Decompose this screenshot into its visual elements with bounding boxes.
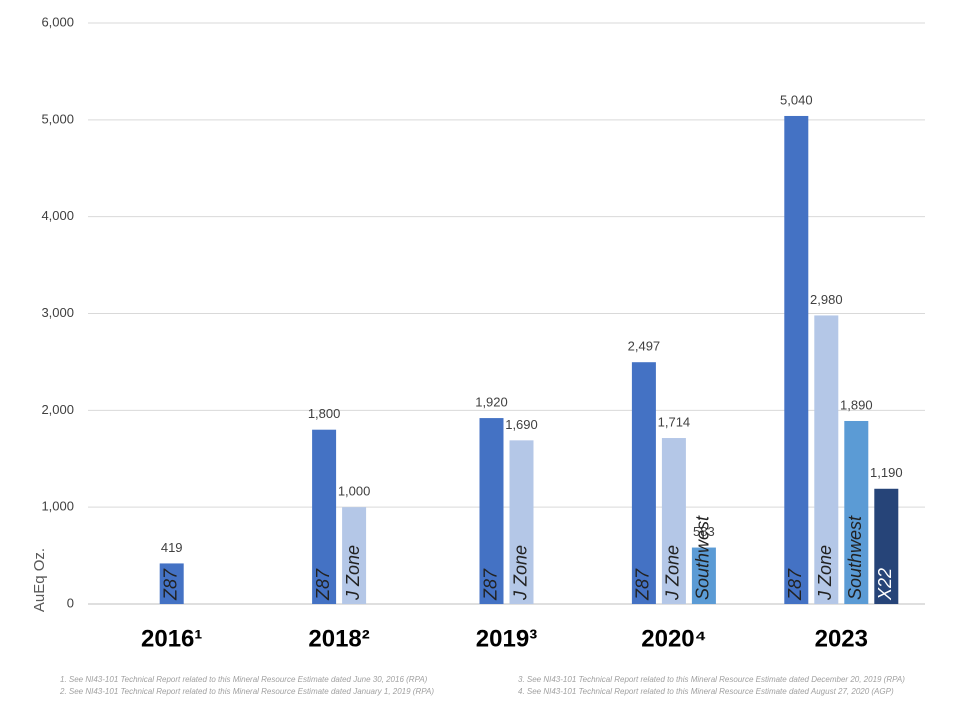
- value-label: 5,040: [780, 92, 813, 107]
- bar: [342, 507, 367, 604]
- y-axis-label: AuEq Oz.: [31, 548, 48, 612]
- footnote: 2. See NI43-101 Technical Report related…: [59, 687, 434, 696]
- bar: [312, 429, 337, 604]
- value-label: 419: [161, 540, 183, 555]
- value-label: 1,000: [338, 484, 371, 499]
- bar-series-label: Z87: [480, 568, 500, 601]
- y-tick-label: 1,000: [41, 499, 74, 514]
- bar-series-label: Z87: [160, 568, 180, 601]
- bar-series-label: Z87: [633, 568, 653, 601]
- bar: [159, 563, 184, 604]
- value-label: 1,920: [475, 395, 508, 410]
- bar: [631, 362, 656, 604]
- bar-series-label: J Zone: [510, 545, 530, 601]
- x-tick-label: 2020⁴: [641, 625, 706, 652]
- value-label: 1,800: [308, 406, 341, 421]
- value-label: 1,190: [870, 465, 903, 480]
- y-tick-label: 3,000: [41, 305, 74, 320]
- footnote: 3. See NI43-101 Technical Report related…: [518, 675, 905, 684]
- value-label: 1,714: [658, 414, 691, 429]
- bar: [661, 438, 686, 604]
- bar-series-label: J Zone: [663, 545, 683, 601]
- y-tick-label: 6,000: [41, 14, 74, 29]
- value-label: 583: [693, 524, 715, 539]
- y-tick-label: 0: [67, 595, 74, 610]
- value-label: 2,497: [628, 339, 661, 354]
- y-tick-label: 2,000: [41, 402, 74, 417]
- x-tick-label: 2018²: [308, 625, 369, 652]
- bar-series-label: Z87: [785, 568, 805, 601]
- value-label: 2,980: [810, 292, 843, 307]
- y-tick-label: 4,000: [41, 208, 74, 223]
- bar: [479, 418, 504, 604]
- bar-series-label: J Zone: [343, 545, 363, 601]
- x-tick-label: 2016¹: [141, 625, 202, 652]
- bar-series-label: Southwest: [693, 515, 713, 600]
- bar: [874, 488, 899, 604]
- bar-series-label: J Zone: [815, 545, 835, 601]
- bar: [844, 420, 869, 604]
- footnote: 1. See NI43-101 Technical Report related…: [60, 675, 428, 684]
- bar: [784, 115, 809, 605]
- bar-series-label: X22: [875, 568, 895, 601]
- value-label: 1,890: [840, 397, 873, 412]
- bar-series-label: Southwest: [845, 515, 865, 600]
- bar-series-label: Z87: [313, 568, 333, 601]
- footnote: 4. See NI43-101 Technical Report related…: [518, 687, 894, 696]
- bar: [691, 547, 716, 604]
- bar: [814, 315, 839, 604]
- value-label: 1,690: [505, 417, 538, 432]
- x-tick-label: 2023: [815, 625, 868, 652]
- x-tick-label: 2019³: [476, 625, 537, 652]
- y-tick-label: 5,000: [41, 111, 74, 126]
- bar: [509, 440, 534, 604]
